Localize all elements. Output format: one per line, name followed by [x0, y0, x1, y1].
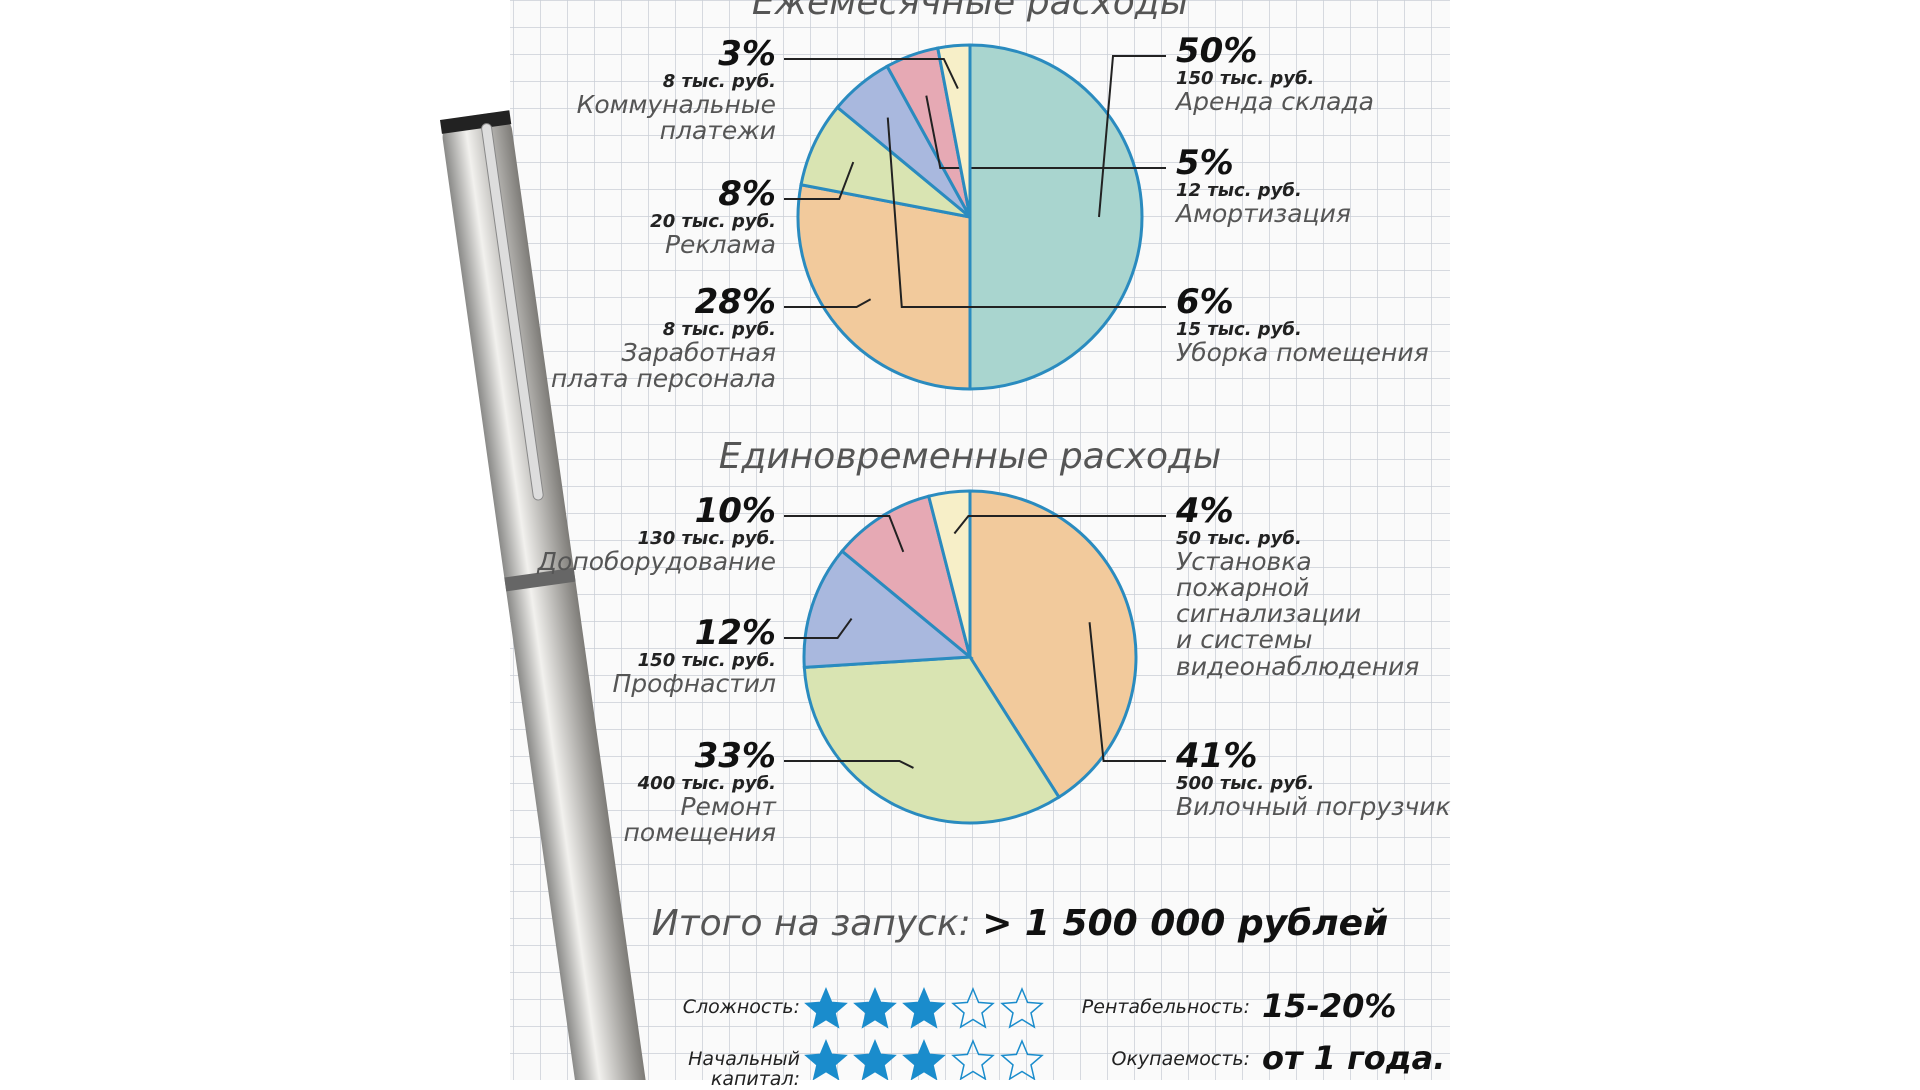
amount-label: 130 тыс. руб.: [637, 527, 776, 549]
slice-name: Реклама: [664, 229, 776, 259]
leader-line: [784, 617, 853, 639]
rating-label: Сложность:: [682, 996, 800, 1018]
leader-line: [784, 760, 914, 769]
leader-line: [925, 95, 1166, 169]
slice-name: Профнастил: [612, 668, 776, 698]
chart-title: Единовременные расходы: [718, 436, 1222, 477]
pie-slice: [936, 43, 972, 218]
slice-label: 33% 400 тыс. руб. Ремонт помещения: [623, 736, 776, 847]
pen: [440, 110, 646, 1080]
slice-name: Аренда склада: [1176, 86, 1374, 116]
amount-label: 20 тыс. руб.: [650, 210, 776, 232]
percent-label: 28%: [694, 282, 776, 322]
rating-star: [902, 987, 946, 1029]
percent-label: 6%: [1176, 282, 1234, 322]
leader-line: [784, 161, 855, 200]
amount-label: 500 тыс. руб.: [1176, 772, 1315, 794]
slice-name: Заработная плата персонала: [550, 337, 776, 393]
rating-star: [804, 987, 848, 1029]
slice-name: Ремонт помещения: [623, 791, 776, 847]
rating-star: [1000, 987, 1044, 1029]
slice-label: 12% 150 тыс. руб. Профнастил: [612, 613, 776, 698]
leader-line: [784, 58, 959, 90]
amount-label: 8 тыс. руб.: [662, 318, 776, 340]
slice-name: Установка пожарной сигнализации и систем…: [1176, 546, 1420, 681]
percent-label: 4%: [1176, 491, 1234, 531]
slice-label: 28% 8 тыс. руб. Заработная плата персонала: [550, 282, 776, 393]
percent-label: 12%: [694, 613, 776, 653]
slice-label: 4% 50 тыс. руб. Установка пожарной сигнали…: [1176, 491, 1420, 681]
fact-label: Окупаемость:: [1111, 1048, 1250, 1070]
slice-label: 6% 15 тыс. руб. Уборка помещения: [1176, 282, 1429, 367]
percent-label: 50%: [1176, 31, 1258, 71]
rating-star: [902, 1039, 946, 1080]
rating-star: [804, 1039, 848, 1080]
leader-line: [886, 117, 1166, 308]
amount-label: 150 тыс. руб.: [1176, 67, 1315, 89]
leader-line: [784, 515, 905, 553]
rating-star: [951, 987, 995, 1029]
slice-label: 8% 20 тыс. руб. Реклама: [650, 174, 776, 259]
chart-title: Ежемесячные расходы: [751, 0, 1189, 23]
percent-label: 10%: [694, 491, 776, 531]
amount-label: 15 тыс. руб.: [1176, 318, 1302, 340]
pie-slice: [802, 655, 1062, 825]
percent-label: 41%: [1176, 736, 1258, 776]
total-label: Итого на запуск:: [651, 903, 971, 944]
percent-label: 8%: [718, 174, 776, 214]
total-value: > 1 500 000 рублей: [982, 903, 1389, 944]
pie-slice: [968, 43, 1144, 391]
rating-label: Начальный капитал:: [688, 1048, 800, 1090]
rating-star: [951, 1039, 995, 1080]
total: Итого на запуск: > 1 500 000 рублей: [610, 905, 1430, 943]
leader-line: [953, 515, 1166, 535]
slice-label: 10% 130 тыс. руб. Допоборудование: [537, 491, 776, 576]
leader-line: [1098, 55, 1166, 218]
pie-slice: [796, 183, 972, 391]
slice-label: 3% 8 тыс. руб. Коммунальные платежи: [576, 34, 776, 145]
slice-name: Допоборудование: [537, 546, 776, 576]
amount-label: 150 тыс. руб.: [637, 649, 776, 671]
rating-star: [853, 1039, 897, 1080]
slice-name: Вилочный погрузчик: [1176, 791, 1451, 821]
pie-slice: [926, 489, 972, 658]
rating-star: [853, 987, 897, 1029]
amount-label: 8 тыс. руб.: [662, 70, 776, 92]
amount-label: 400 тыс. руб.: [637, 772, 776, 794]
slice-label: 50% 150 тыс. руб. Аренда склада: [1176, 31, 1374, 116]
percent-label: 33%: [694, 736, 776, 776]
percent-label: 5%: [1176, 143, 1234, 183]
percent-label: 3%: [718, 34, 776, 74]
leader-line: [1088, 622, 1166, 762]
slice-label: 41% 500 тыс. руб. Вилочный погрузчик: [1176, 736, 1451, 821]
amount-label: 12 тыс. руб.: [1176, 179, 1302, 201]
amount-label: 50 тыс. руб.: [1176, 527, 1302, 549]
leader-line: [784, 298, 872, 308]
fact-value: от 1 года.: [1262, 1039, 1446, 1077]
slice-label: 5% 12 тыс. руб. Амортизация: [1176, 143, 1351, 228]
pie-slice: [802, 549, 974, 670]
slice-name: Коммунальные платежи: [576, 89, 776, 145]
rating-star: [1000, 1039, 1044, 1080]
charts: [784, 43, 1166, 1080]
fact-value: 15-20%: [1262, 987, 1397, 1025]
fact-label: Рентабельность:: [1081, 996, 1250, 1018]
slice-name: Уборка помещения: [1176, 337, 1429, 367]
slice-name: Амортизация: [1176, 198, 1351, 228]
